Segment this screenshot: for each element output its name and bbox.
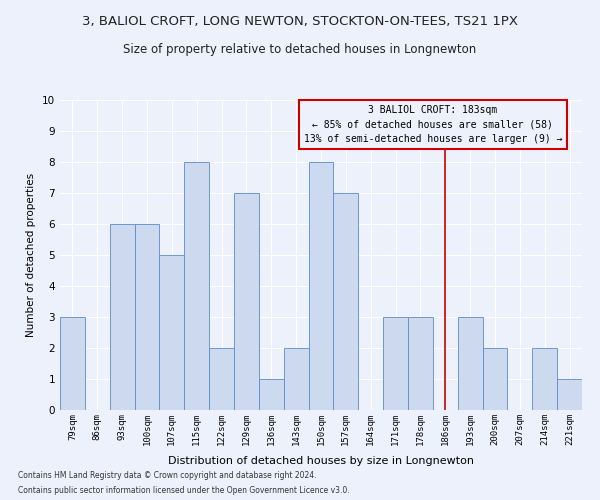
Text: Contains public sector information licensed under the Open Government Licence v3: Contains public sector information licen… (18, 486, 350, 495)
Bar (408, 317, 433, 410)
Bar (160, 255, 184, 410)
Bar (209, 348, 234, 410)
Bar (110, 224, 134, 410)
Text: Size of property relative to detached houses in Longnewton: Size of property relative to detached ho… (124, 42, 476, 56)
Text: 3 BALIOL CROFT: 183sqm
← 85% of detached houses are smaller (58)
13% of semi-det: 3 BALIOL CROFT: 183sqm ← 85% of detached… (304, 104, 562, 144)
Bar (482, 348, 508, 410)
Bar (308, 162, 334, 410)
Bar (532, 348, 557, 410)
Bar (458, 317, 482, 410)
Text: Contains HM Land Registry data © Crown copyright and database right 2024.: Contains HM Land Registry data © Crown c… (18, 471, 317, 480)
Bar (334, 193, 358, 410)
Bar (284, 348, 308, 410)
Bar (134, 224, 160, 410)
Bar (184, 162, 209, 410)
Bar (60, 317, 85, 410)
X-axis label: Distribution of detached houses by size in Longnewton: Distribution of detached houses by size … (168, 456, 474, 466)
Bar (234, 193, 259, 410)
Bar (557, 379, 582, 410)
Y-axis label: Number of detached properties: Number of detached properties (26, 173, 37, 337)
Bar (383, 317, 408, 410)
Text: 3, BALIOL CROFT, LONG NEWTON, STOCKTON-ON-TEES, TS21 1PX: 3, BALIOL CROFT, LONG NEWTON, STOCKTON-O… (82, 15, 518, 28)
Bar (259, 379, 284, 410)
